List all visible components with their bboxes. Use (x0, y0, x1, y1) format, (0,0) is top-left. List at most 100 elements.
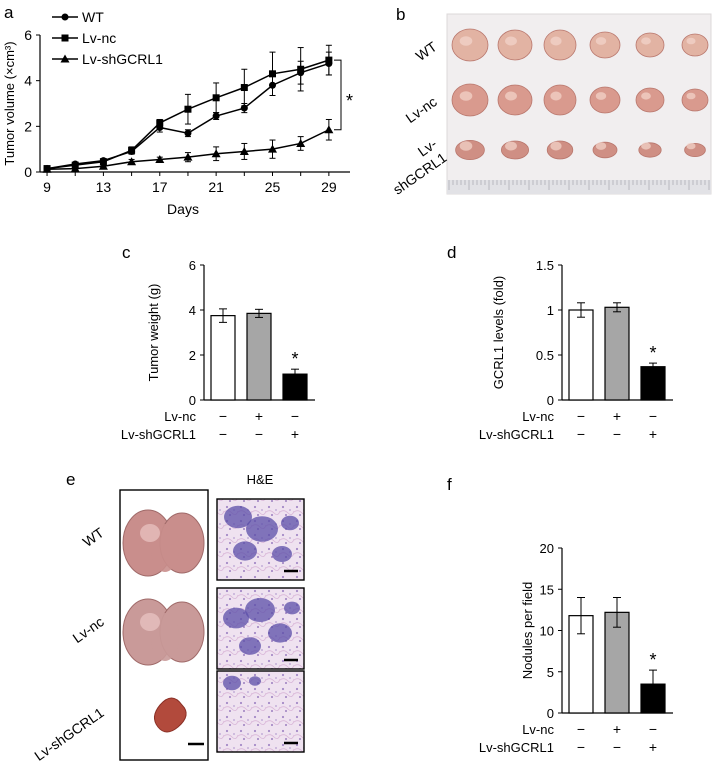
tumor-nodule (272, 546, 292, 562)
data-point-triangle (268, 144, 277, 153)
row-label: Lv-nc (70, 613, 107, 646)
condition-sign: − (219, 408, 227, 424)
row-labels: WT Lv-nc Lv-shGCRL1 (390, 38, 450, 198)
y-axis-label: Tumor weight (g) (146, 284, 161, 382)
y-tick-label: 2 (189, 348, 196, 363)
tumor-specimen (543, 29, 577, 61)
tumor-volume-line-chart: 0 2 4 6 9 13 17 21 25 29 Days Tumor volume (×cm³) WT… (2, 9, 353, 217)
data-point-square (297, 65, 305, 73)
significance-star: * (649, 650, 656, 670)
tumor-highlight (505, 141, 517, 151)
condition-sign: − (613, 426, 621, 442)
y-tick-label: 0 (24, 164, 32, 180)
tumor-specimen (681, 88, 709, 112)
row-label: WT (413, 38, 440, 64)
panel-label-b: b (396, 5, 405, 24)
condition-sign: + (613, 721, 621, 737)
condition-sign: + (613, 408, 621, 424)
tumor-highlight (459, 91, 473, 101)
tumor-specimen (451, 83, 489, 117)
data-point-square (61, 34, 69, 42)
x-tick-label: 17 (152, 179, 168, 195)
condition-label: Lv-nc (164, 409, 196, 424)
tumor-nodule (233, 541, 257, 561)
data-point-square (325, 56, 333, 64)
bar (210, 315, 236, 401)
nodules-bar-chart: 0 5 10 15 20 Nodules per field − − + − * − + Lv-nc Lv-… (479, 541, 673, 755)
tumor-specimens (451, 28, 709, 160)
lung-histology-panel: H&E WT Lv-nc Lv-shGCRL1 (31, 472, 305, 764)
y-tick-label: 5 (547, 665, 554, 680)
data-point-square (212, 94, 220, 102)
bar (246, 312, 272, 401)
data-point-triangle (296, 138, 306, 147)
bar (568, 309, 594, 401)
y-tick-label: 0 (189, 393, 196, 408)
condition-sign: − (577, 426, 585, 442)
data-point-square (269, 70, 276, 78)
tumor-nodule (224, 505, 252, 529)
y-tick-label: 2 (24, 118, 32, 134)
lung-highlight (140, 613, 160, 631)
y-tick-label: 6 (24, 27, 32, 43)
ruler-strip (447, 180, 711, 194)
tumor-highlight (550, 36, 562, 46)
tumor-specimen (451, 28, 489, 62)
lung-specimen (154, 697, 187, 733)
x-tick-label: 13 (96, 179, 112, 195)
tumor-specimen (635, 32, 665, 58)
tumor-weight-bar-chart: 0 2 4 6 Tumor weight (g) − − + − * − + Lv-nc Lv-shGCR… (121, 258, 315, 442)
row-label: Lv-shGCRL1 (31, 704, 107, 764)
y-tick-label: 0 (547, 706, 554, 721)
data-point-triangle (324, 125, 334, 134)
legend-label: Lv-nc (82, 30, 116, 46)
tumor-nodule (268, 623, 292, 643)
gcrl1-levels-bar-chart: 0 0.5 1 1.5 GCRL1 levels (fold) − − + − * − + Lv-nc L… (479, 258, 673, 442)
condition-sign: + (649, 739, 657, 755)
tumor-specimen (681, 33, 709, 57)
tumor-highlight (505, 91, 517, 101)
data-point-triangle (60, 54, 70, 63)
data-point-triangle (98, 161, 108, 170)
tumor-highlight (459, 141, 473, 151)
tumor-nodule (223, 607, 249, 629)
data-point-triangle (127, 157, 137, 166)
tumor-nodule (239, 637, 261, 655)
photo-background (446, 13, 712, 195)
tumor-photo: WT Lv-nc Lv-shGCRL1 (390, 13, 712, 198)
y-tick-label: 1.5 (536, 258, 554, 273)
tumor-nodule (281, 515, 299, 531)
condition-label: Lv-shGCRL1 (479, 427, 554, 442)
tumor-highlight (686, 92, 696, 100)
tumor-highlight (595, 92, 607, 100)
tumor-nodule (249, 676, 261, 686)
data-point-triangle (239, 146, 249, 155)
tumor-nodule (223, 675, 241, 691)
y-tick-label: 4 (24, 73, 32, 89)
condition-sign: − (649, 408, 657, 424)
tumor-specimen (497, 29, 533, 61)
legend-label: WT (82, 9, 104, 25)
condition-sign: − (219, 426, 227, 442)
y-axis-label: Nodules per field (520, 582, 535, 680)
tumor-specimen (497, 84, 533, 116)
condition-sign: − (649, 721, 657, 737)
he-title: H&E (247, 472, 274, 487)
tumor-highlight (686, 37, 696, 45)
condition-sign: − (577, 739, 585, 755)
tumor-highlight (550, 141, 562, 151)
row-label-line: Lv-nc (403, 93, 440, 126)
data-point-triangle (183, 152, 193, 161)
y-tick-label: 6 (189, 258, 196, 273)
y-tick-label: 15 (540, 582, 554, 597)
legend-label: Lv-shGCRL1 (82, 51, 163, 67)
condition-label: Lv-shGCRL1 (121, 427, 196, 442)
y-tick-label: 0 (547, 393, 554, 408)
tumor-highlight (459, 36, 473, 46)
panel-label-c: c (122, 243, 131, 262)
tumor-specimen (589, 86, 621, 114)
significance-star: * (649, 343, 656, 363)
condition-sign: + (291, 426, 299, 442)
condition-label: Lv-nc (522, 722, 554, 737)
x-tick-label: 25 (265, 179, 281, 195)
